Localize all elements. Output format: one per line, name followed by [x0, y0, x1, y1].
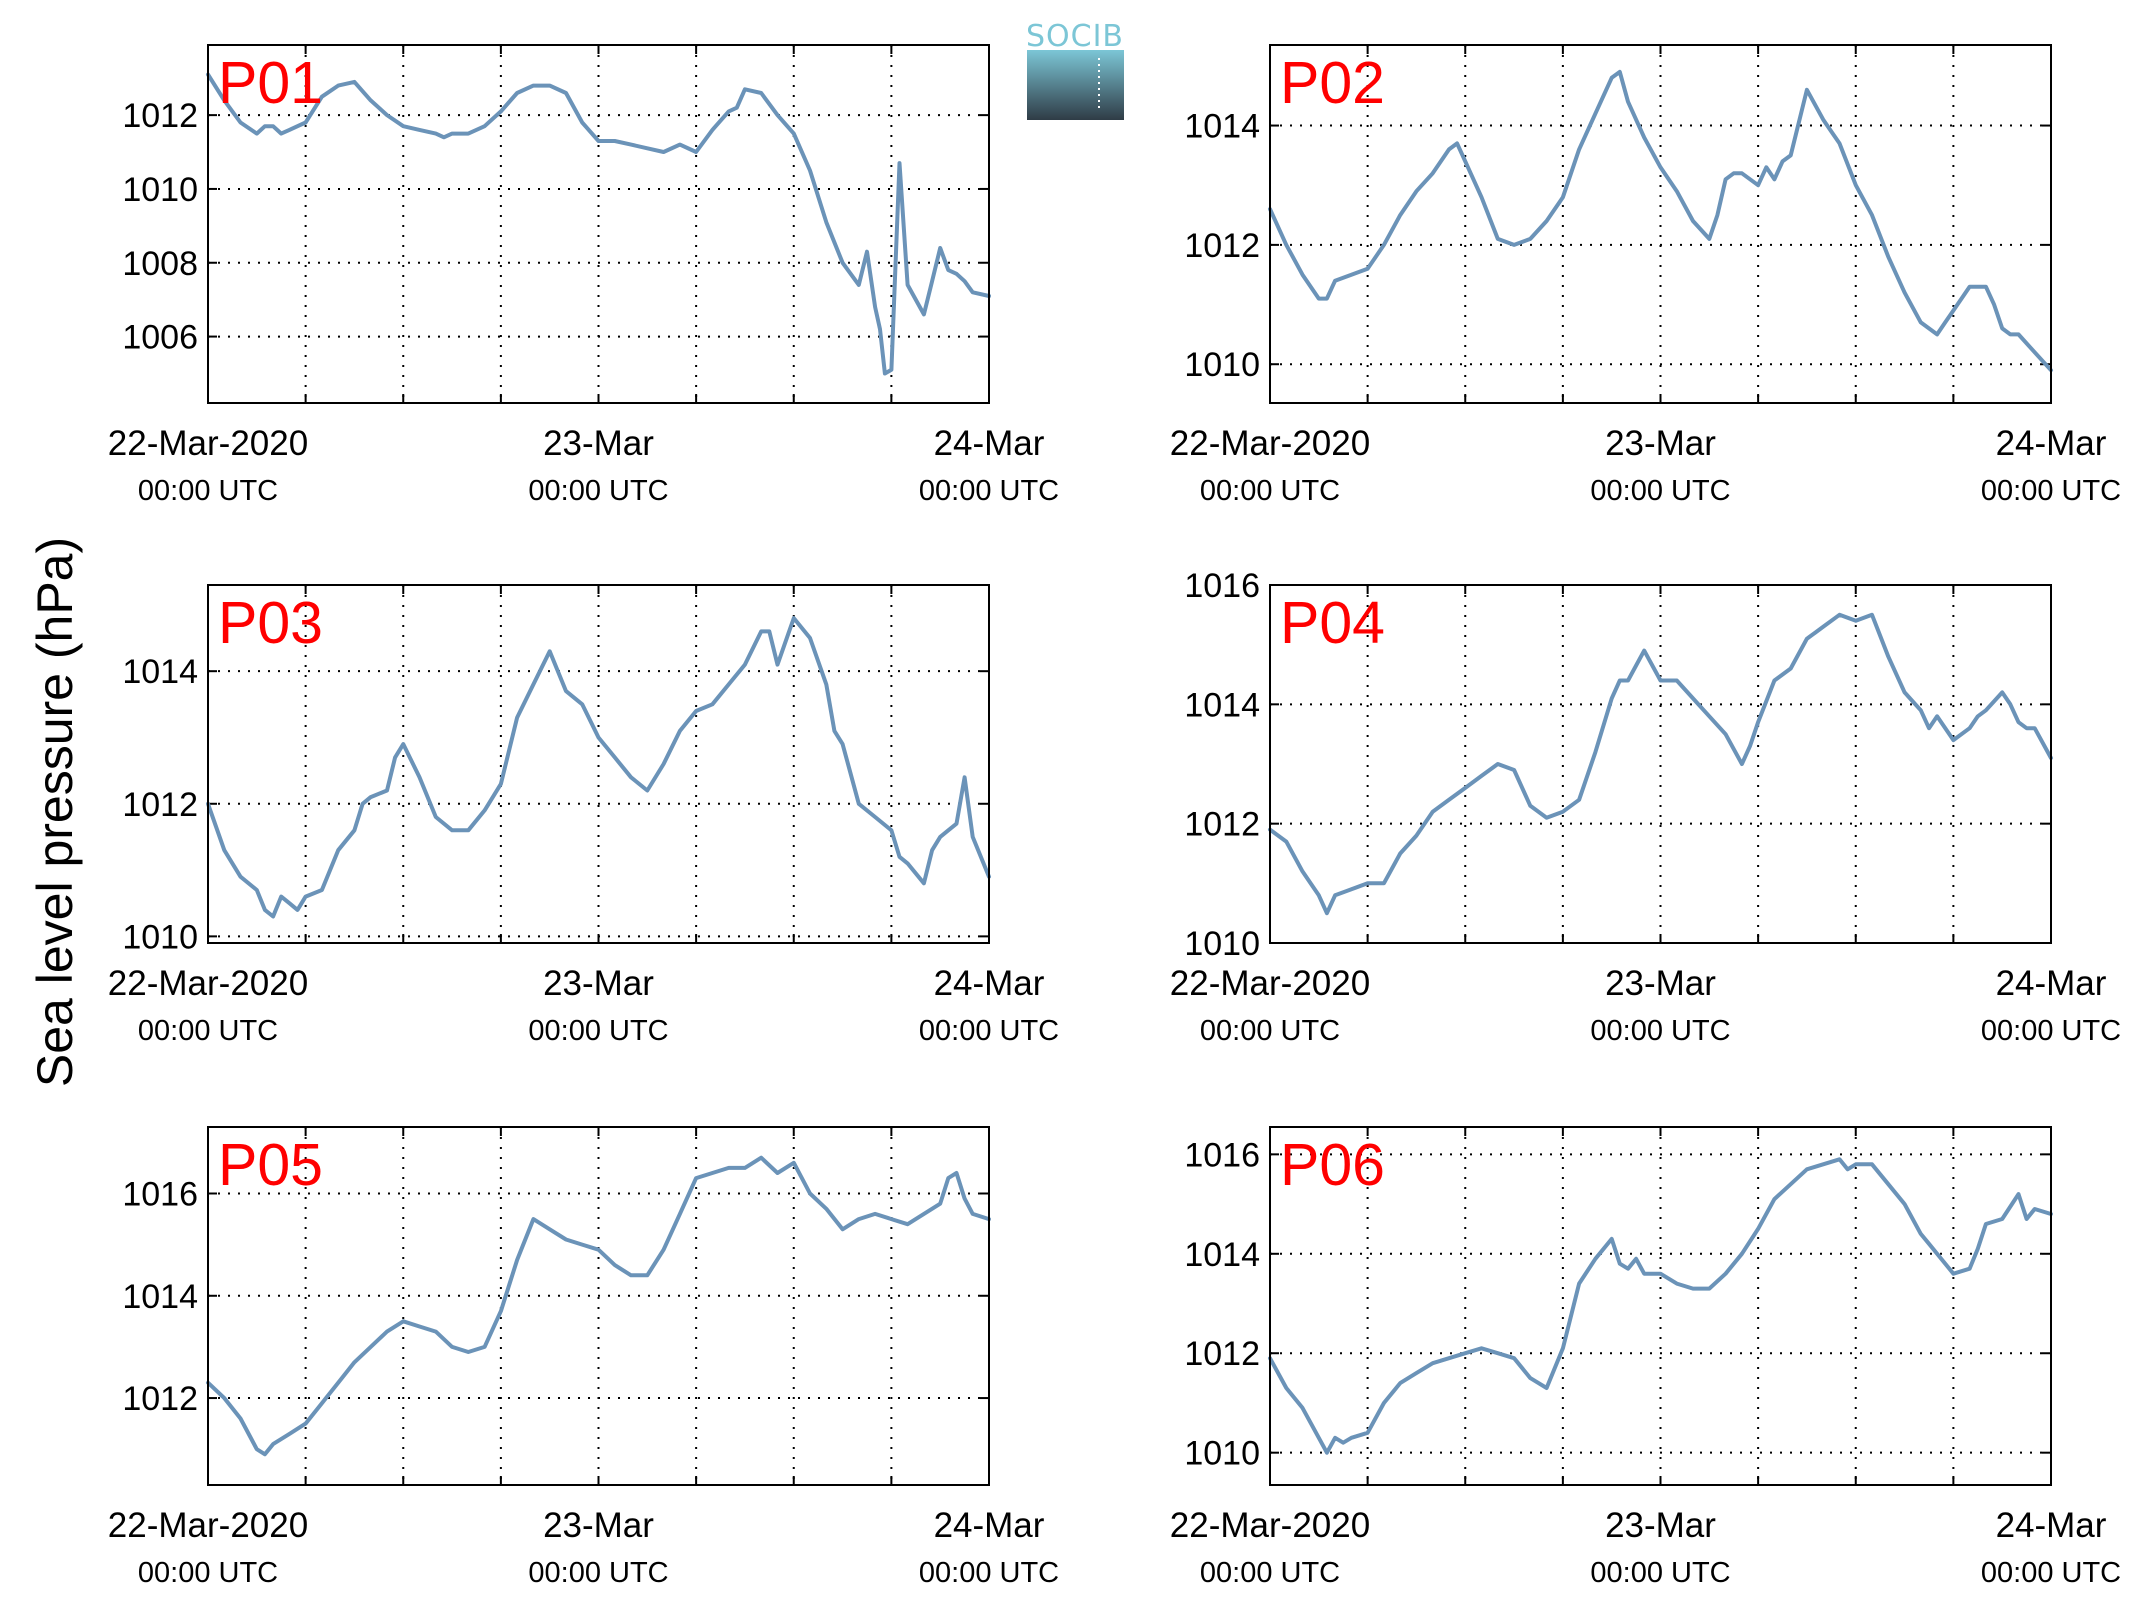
x-tick-date-label: 24-Mar	[934, 424, 1045, 463]
x-tick-time-label: 00:00 UTC	[1590, 475, 1730, 507]
y-tick-label: 1014	[1184, 686, 1260, 724]
chart-panel-1: 1006 1008 1010 1012 22-Mar-2020 00:00 UTC 23-M…	[108, 44, 1059, 507]
x-tick-time-label: 00:00 UTC	[1200, 1557, 1340, 1589]
x-tick-time-label: 00:00 UTC	[528, 1015, 668, 1047]
x-tick-date-label: 23-Mar	[543, 424, 654, 463]
y-tick-label: 1012	[122, 786, 198, 824]
logo-wave-box	[1027, 50, 1124, 120]
x-tick-time-label: 00:00 UTC	[919, 475, 1059, 507]
x-tick-time-label: 00:00 UTC	[138, 475, 278, 507]
plot-frame	[1269, 584, 2052, 944]
series-line-1	[1268, 612, 2053, 916]
y-tick-label: 1010	[122, 171, 198, 209]
x-tick-date-label: 24-Mar	[1996, 424, 2107, 463]
x-tick-date-label: 24-Mar	[1996, 1506, 2107, 1545]
x-tick-time-label: 00:00 UTC	[138, 1015, 278, 1047]
x-tick-time-label: 00:00 UTC	[1981, 1557, 2121, 1589]
x-tick-date-label: 24-Mar	[1996, 964, 2107, 1003]
x-tick-date-label: 22-Mar-2020	[1170, 1506, 1370, 1545]
plot-frame	[207, 584, 990, 944]
series-line-1	[1268, 1157, 2053, 1455]
panels-group: 1006 1008 1010 1012 22-Mar-2020 00:00 UTC 23-M…	[108, 44, 2121, 1589]
chart-panel-5: 1012 1014 1016 22-Mar-2020 00:00 UTC 23-Mar 00…	[108, 1126, 1059, 1589]
x-tick-time-label: 00:00 UTC	[1200, 475, 1340, 507]
plot-frame	[207, 44, 990, 404]
y-tick-label: 1016	[122, 1175, 198, 1213]
y-tick-label: 1010	[1184, 1435, 1260, 1473]
y-tick-label: 1010	[1184, 925, 1260, 963]
y-tick-label: 1012	[122, 1380, 198, 1418]
x-tick-time-label: 00:00 UTC	[1590, 1015, 1730, 1047]
chart-panel-6: 1010 1012 1014 1016 22-Mar-2020 00:00 UTC 23-M…	[1170, 1126, 2121, 1589]
x-tick-time-label: 00:00 UTC	[138, 1557, 278, 1589]
series-line-1	[206, 616, 991, 919]
panel-label: P03	[218, 590, 323, 656]
panel-label: P05	[218, 1132, 323, 1198]
x-tick-date-label: 23-Mar	[1605, 424, 1716, 463]
y-tick-label: 1014	[1184, 108, 1260, 146]
panel-label: P02	[1280, 50, 1385, 116]
plot-frame	[1269, 44, 2052, 404]
x-tick-date-label: 24-Mar	[934, 964, 1045, 1003]
y-tick-label: 1014	[122, 653, 198, 691]
x-tick-date-label: 23-Mar	[543, 1506, 654, 1545]
x-tick-date-label: 24-Mar	[934, 1506, 1045, 1545]
chart-panel-4: 1010 1012 1014 1016 22-Mar-2020 00:00 UTC 23-M…	[1170, 567, 2121, 1047]
logo-text: SOCIB	[1026, 19, 1124, 54]
x-tick-date-label: 22-Mar-2020	[1170, 964, 1370, 1003]
panel-label: P04	[1280, 590, 1385, 656]
y-tick-label: 1014	[122, 1278, 198, 1316]
y-tick-label: 1010	[122, 918, 198, 956]
panel-label: P01	[218, 50, 323, 116]
series-line-1	[206, 1155, 991, 1457]
x-tick-date-label: 23-Mar	[1605, 964, 1716, 1003]
y-tick-label: 1006	[122, 319, 198, 357]
panel-label: P06	[1280, 1132, 1385, 1198]
y-axis-label: Sea level pressure (hPa)	[27, 537, 83, 1087]
y-tick-label: 1012	[1184, 1335, 1260, 1373]
x-tick-time-label: 00:00 UTC	[1981, 475, 2121, 507]
y-tick-label: 1012	[1184, 227, 1260, 265]
x-tick-time-label: 00:00 UTC	[1590, 1557, 1730, 1589]
plot-frame	[207, 1126, 990, 1486]
chart-panel-2: 1010 1012 1014 22-Mar-2020 00:00 UTC 23-Mar 00…	[1170, 44, 2121, 507]
y-tick-label: 1010	[1184, 346, 1260, 384]
x-tick-time-label: 00:00 UTC	[528, 1557, 668, 1589]
y-tick-label: 1012	[122, 97, 198, 135]
x-tick-date-label: 23-Mar	[1605, 1506, 1716, 1545]
series-line-1	[1268, 69, 2053, 373]
x-tick-date-label: 22-Mar-2020	[108, 964, 308, 1003]
y-tick-label: 1016	[1184, 1136, 1260, 1174]
x-tick-date-label: 23-Mar	[543, 964, 654, 1003]
x-tick-date-label: 22-Mar-2020	[1170, 424, 1370, 463]
plot-frame	[1269, 1126, 2052, 1486]
x-tick-date-label: 22-Mar-2020	[108, 424, 308, 463]
y-tick-label: 1008	[122, 245, 198, 283]
y-tick-label: 1014	[1184, 1236, 1260, 1274]
x-tick-time-label: 00:00 UTC	[919, 1557, 1059, 1589]
chart-panel-3: 1010 1012 1014 22-Mar-2020 00:00 UTC 23-Mar 00…	[108, 584, 1059, 1047]
y-tick-label: 1012	[1184, 806, 1260, 844]
x-tick-time-label: 00:00 UTC	[528, 475, 668, 507]
socib-logo: SOCIB	[1026, 19, 1124, 120]
x-tick-date-label: 22-Mar-2020	[108, 1506, 308, 1545]
x-tick-time-label: 00:00 UTC	[1981, 1015, 2121, 1047]
y-tick-label: 1016	[1184, 567, 1260, 605]
series-line-1	[206, 72, 991, 376]
x-tick-time-label: 00:00 UTC	[919, 1015, 1059, 1047]
x-tick-time-label: 00:00 UTC	[1200, 1015, 1340, 1047]
